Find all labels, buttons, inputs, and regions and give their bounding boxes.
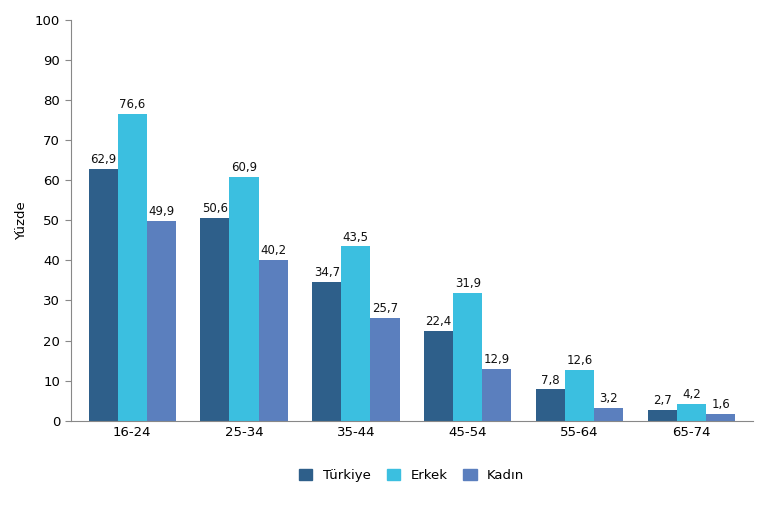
Text: 22,4: 22,4	[425, 315, 452, 328]
Text: 34,7: 34,7	[313, 266, 340, 279]
Bar	[370, 317, 399, 420]
Bar	[230, 177, 259, 420]
Text: 50,6: 50,6	[202, 202, 228, 215]
Text: 31,9: 31,9	[455, 277, 481, 290]
Y-axis label: Yüzde: Yüzde	[15, 201, 28, 240]
Legend: Türkiye, Erkek, Kadın: Türkiye, Erkek, Kadın	[294, 463, 530, 487]
Text: 4,2: 4,2	[682, 388, 701, 401]
Bar	[677, 404, 706, 420]
Text: 2,7: 2,7	[653, 394, 672, 407]
Text: 49,9: 49,9	[148, 205, 174, 218]
Bar	[88, 168, 118, 420]
Text: 12,9: 12,9	[484, 353, 510, 366]
Text: 60,9: 60,9	[231, 161, 257, 174]
Text: 25,7: 25,7	[372, 302, 398, 315]
Bar	[147, 221, 176, 420]
Bar	[648, 410, 677, 420]
Text: 43,5: 43,5	[343, 231, 369, 244]
Text: 7,8: 7,8	[541, 373, 560, 386]
Bar	[341, 246, 370, 420]
Bar	[536, 390, 565, 420]
Bar	[453, 293, 482, 420]
Text: 1,6: 1,6	[711, 399, 730, 412]
Bar	[259, 259, 288, 420]
Bar	[424, 331, 453, 420]
Text: 3,2: 3,2	[599, 392, 618, 405]
Bar	[706, 414, 735, 420]
Bar	[313, 281, 341, 420]
Bar	[594, 408, 624, 420]
Bar	[200, 218, 230, 420]
Bar	[482, 369, 511, 420]
Text: 62,9: 62,9	[90, 153, 116, 166]
Text: 40,2: 40,2	[260, 244, 286, 257]
Bar	[565, 370, 594, 420]
Text: 76,6: 76,6	[119, 98, 145, 111]
Bar	[118, 114, 147, 420]
Text: 12,6: 12,6	[567, 355, 593, 367]
